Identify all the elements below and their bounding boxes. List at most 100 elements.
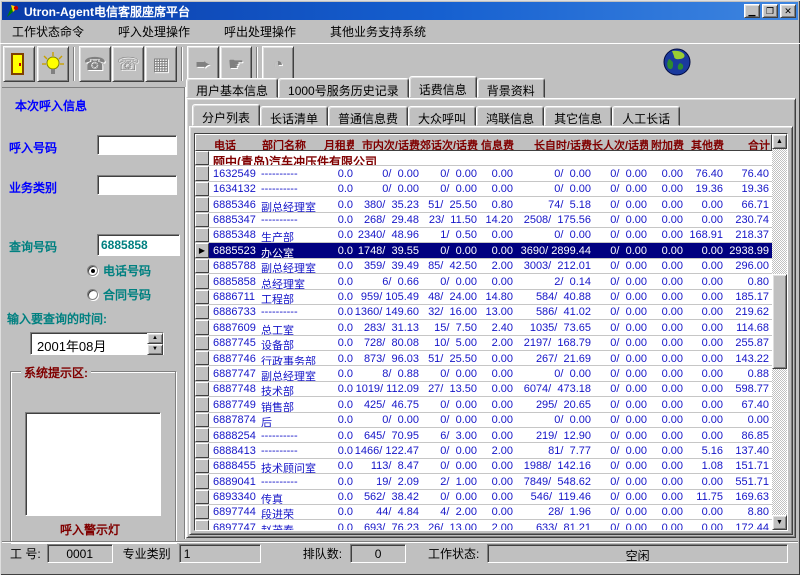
table-row[interactable]: 6887874 后 0.0 0/ 0.00 0/ 0.00 0.00 0/ 0.… — [195, 412, 772, 429]
table-row[interactable]: 6893340 传真 0.0 562/ 38.42 0/ 0.00 0.00 5… — [195, 489, 772, 505]
row-selector[interactable] — [195, 489, 209, 504]
table-row[interactable]: 6888455 技术顾问室 0.0 113/ 8.47 0/ 0.00 0.00… — [195, 458, 772, 475]
spinner-up-icon[interactable]: ▲ — [147, 333, 163, 344]
row-selector[interactable] — [195, 366, 209, 381]
row-selector[interactable] — [195, 474, 209, 489]
subtab-other-info[interactable]: 其它信息 — [544, 106, 613, 126]
row-selector[interactable] — [195, 304, 209, 320]
phone-number-radio[interactable]: 电话号码 — [87, 262, 151, 279]
status-bar: 工 号: 0001 专业类别 1 排队数: 0 工作状态: 空闲 — [2, 541, 798, 564]
row-selector[interactable] — [195, 258, 209, 274]
cell-phone: 6887747 — [213, 367, 256, 380]
scrollbar-thumb[interactable] — [772, 274, 787, 369]
row-selector[interactable] — [195, 227, 209, 243]
system-prompt-box[interactable] — [25, 412, 161, 516]
query-month-field[interactable]: 2001年08月 ▲ ▼ — [30, 332, 164, 355]
row-selector[interactable] — [195, 351, 209, 366]
row-selector[interactable] — [195, 335, 209, 351]
row-selector[interactable] — [195, 458, 209, 474]
subtab-account-list[interactable]: 分户列表 — [192, 104, 261, 126]
menu-outbound-ops[interactable]: 呼出处理操作 — [224, 25, 297, 39]
cell-phone: 6887749 — [213, 398, 256, 411]
subtab-general-info-fee[interactable]: 普通信息费 — [328, 106, 409, 126]
row-selector[interactable] — [195, 166, 209, 181]
table-row[interactable]: 6886711 工程部 0.0 959/ 105.49 48/ 24.00 14… — [195, 289, 772, 305]
table-row[interactable]: 1632549 ---------- 0.0 0/ 0.00 0/ 0.00 0… — [195, 166, 772, 182]
query-number-input[interactable] — [97, 234, 180, 256]
contract-number-radio[interactable]: 合同号码 — [87, 286, 151, 303]
table-row[interactable]: 6885347 ---------- 0.0 268/ 29.48 23/ 11… — [195, 212, 772, 228]
cell-local-calls: 1466/ 122.47 — [354, 444, 419, 457]
row-selector[interactable] — [195, 212, 209, 227]
table-row[interactable]: 6887748 技术部 0.0 1019/ 112.09 27/ 13.50 0… — [195, 381, 772, 398]
row-selector[interactable] — [195, 181, 209, 197]
cell-other-fee: 5.16 — [701, 444, 723, 457]
restore-button[interactable]: ❐ — [762, 4, 778, 18]
row-selector[interactable] — [195, 274, 209, 289]
table-row[interactable]: 1634132 ---------- 0.0 0/ 0.00 0/ 0.00 0… — [195, 181, 772, 198]
sub-tab-row: 分户列表 长话清单 普通信息费 大众呼叫 鸿联信息 其它信息 人工长话 — [192, 104, 681, 127]
month-spinner[interactable]: ▲ ▼ — [147, 333, 163, 355]
title-bar[interactable]: Utron-Agent电信客服座席平台 ▁ ❐ ✕ — [2, 2, 798, 20]
cell-suburb-calls: 0/ 0.00 — [440, 275, 477, 288]
table-row[interactable]: 6885348 生产部 0.0 2340/ 48.96 1/ 0.50 0.00… — [195, 227, 772, 244]
table-row[interactable]: 6886733 ---------- 0.0 1360/ 149.60 32/ … — [195, 304, 772, 321]
minimize-button[interactable]: ▁ — [744, 4, 760, 18]
menu-work-status[interactable]: 工作状态命令 — [12, 25, 85, 39]
business-type-input[interactable] — [97, 175, 177, 195]
row-selector[interactable] — [195, 504, 209, 520]
table-row[interactable]: 6885788 副总经理室 0.0 359/ 39.49 85/ 42.50 2… — [195, 258, 772, 275]
row-selector[interactable] — [195, 520, 209, 530]
tab-background-info[interactable]: 背景资料 — [476, 78, 545, 98]
row-selector[interactable] — [195, 381, 209, 397]
subtab-manual-long-distance[interactable]: 人工长话 — [612, 106, 681, 126]
cell-ld-auto: 0/ 0.00 — [554, 229, 591, 242]
cell-other-fee: 0.00 — [701, 367, 723, 380]
lamp-button[interactable] — [37, 46, 69, 82]
table-row[interactable]: 6897744 段进荣 0.0 44/ 4.84 4/ 2.00 0.00 28… — [195, 504, 772, 521]
row-selector[interactable] — [195, 428, 209, 443]
table-row[interactable]: 6885346 副总经理室 0.0 380/ 35.23 51/ 25.50 0… — [195, 197, 772, 213]
table-row[interactable]: 6888413 ---------- 0.0 1466/ 122.47 0/ 0… — [195, 443, 772, 459]
cell-total: 19.36 — [741, 183, 769, 196]
table-row[interactable]: ▶ 6885523 办公室 0.0 1748/ 39.55 0/ 0.00 0.… — [195, 243, 772, 259]
scroll-up-icon[interactable]: ▲ — [772, 134, 787, 149]
subtab-mass-call[interactable]: 大众呼叫 — [408, 106, 477, 126]
table-row[interactable]: 6887609 总工室 0.0 283/ 31.13 15/ 7.50 2.40… — [195, 320, 772, 336]
row-selector[interactable] — [195, 320, 209, 335]
row-selector[interactable] — [195, 397, 209, 412]
cell-other-fee: 168.91 — [689, 229, 723, 242]
row-selector[interactable] — [195, 197, 209, 212]
tab-call-fee-info[interactable]: 话费信息 — [408, 76, 477, 98]
scroll-down-icon[interactable]: ▼ — [772, 515, 787, 530]
table-row[interactable]: 6887749 销售部 0.0 425/ 46.75 0/ 0.00 0.00 … — [195, 397, 772, 413]
transfer-button: ➨ — [187, 46, 219, 82]
menu-other-systems[interactable]: 其他业务支持系统 — [330, 25, 427, 39]
menu-inbound-ops[interactable]: 呼入处理操作 — [118, 25, 191, 39]
caller-number-input[interactable] — [97, 135, 177, 155]
close-button[interactable]: ✕ — [780, 4, 796, 18]
cell-phone: 1634132 — [213, 183, 256, 196]
table-row[interactable]: 6885858 总经理室 0.0 6/ 0.66 0/ 0.00 0.00 2/… — [195, 274, 772, 290]
row-selector[interactable] — [195, 412, 209, 428]
subtab-long-distance-list[interactable]: 长话清单 — [260, 106, 329, 126]
row-selector[interactable] — [195, 443, 209, 458]
table-row[interactable]: 6887747 副总经理室 0.0 8/ 0.88 0/ 0.00 0.00 0… — [195, 366, 772, 382]
table-row[interactable]: 6887745 设备部 0.0 728/ 80.08 10/ 5.00 2.00… — [195, 335, 772, 352]
row-selector[interactable] — [195, 289, 209, 304]
cell-local-calls: 8/ 0.88 — [382, 367, 419, 380]
row-selector[interactable]: ▶ — [195, 243, 209, 258]
row-selector[interactable] — [195, 151, 209, 166]
tab-1000-service-history[interactable]: 1000号服务历史记录 — [278, 78, 409, 98]
table-row[interactable]: 6888254 ---------- 0.0 645/ 70.95 6/ 3.0… — [195, 428, 772, 444]
spinner-down-icon[interactable]: ▼ — [147, 344, 163, 355]
table-row[interactable]: 6887746 行政事务部 0.0 873/ 96.03 51/ 25.50 0… — [195, 351, 772, 367]
cell-ld-manual: 0/ 0.00 — [610, 398, 647, 411]
table-row[interactable]: 6897747 赵茂春 0.0 693/ 76.23 26/ 13.00 2.0… — [195, 520, 772, 530]
subtab-honglian-info[interactable]: 鸿联信息 — [476, 106, 545, 126]
table-row[interactable]: 6889041 ---------- 0.0 19/ 2.09 2/ 1.00 … — [195, 474, 772, 490]
phone-number-radio-label: 电话号码 — [103, 264, 152, 278]
exit-button[interactable] — [3, 46, 35, 82]
tab-user-basic-info[interactable]: 用户基本信息 — [186, 78, 279, 98]
vertical-scrollbar[interactable]: ▲ ▼ — [772, 134, 787, 530]
